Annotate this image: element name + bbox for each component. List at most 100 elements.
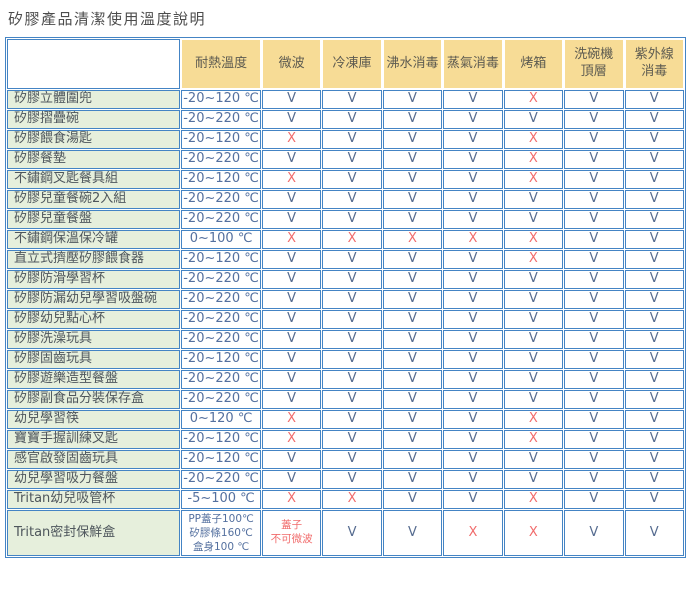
allowed-mark-cell: V [261,290,322,309]
allowed-mark-cell: V [624,350,684,369]
allowed-mark-cell: V [322,430,382,449]
not-allowed-mark-cell: X [261,230,322,249]
allowed-mark-cell: V [624,210,684,229]
table-row: 感官啟發固齒玩具 -20~120 ℃ V V V V V V V [7,450,684,469]
allowed-mark-cell: V [624,450,684,469]
allowed-mark-cell: V [382,210,443,229]
table-row: 寶寶手握訓練叉匙 -20~120 ℃ X V V V X V V [7,430,684,449]
allowed-mark-cell: V [564,110,624,129]
allowed-mark-cell: V [503,390,564,409]
allowed-mark-cell: V [261,270,322,289]
heat-temperature-cell: -20~220 ℃ [181,310,261,329]
allowed-mark-cell: V [322,270,382,289]
allowed-mark-cell: V [564,330,624,349]
product-name-cell: 矽膠餐墊 [7,150,181,169]
not-allowed-mark-cell: X [322,230,382,249]
table-row: 矽膠洗澡玩具 -20~220 ℃ V V V V V V V [7,330,684,349]
allowed-mark-cell: V [382,350,443,369]
allowed-mark-cell: V [443,390,503,409]
allowed-mark-cell: V [564,210,624,229]
allowed-mark-cell: V [382,450,443,469]
allowed-mark-cell: V [624,430,684,449]
allowed-mark-cell: V [564,290,624,309]
not-allowed-mark-cell: X [261,430,322,449]
allowed-mark-cell: V [382,470,443,489]
allowed-mark-cell: V [382,370,443,389]
allowed-mark-cell: V [624,290,684,309]
allowed-mark-cell: V [443,450,503,469]
allowed-mark-cell: V [503,290,564,309]
allowed-mark-cell: V [261,370,322,389]
allowed-mark-cell: V [564,130,624,149]
allowed-mark-cell: V [503,270,564,289]
allowed-mark-cell: V [261,190,322,209]
heat-temperature-cell: -5~100 ℃ [181,490,261,509]
table-row: 直立式擠壓矽膠餵食器 -20~120 ℃ V V V V X V V [7,250,684,269]
allowed-mark-cell: V [443,430,503,449]
allowed-mark-cell: V [503,110,564,129]
allowed-mark-cell: V [624,190,684,209]
product-name-cell: 不鏽鋼保溫保冷罐 [7,230,181,249]
allowed-mark-cell: V [382,130,443,149]
note-cell: 蓋子 不可微波 [261,510,322,556]
not-allowed-mark-cell: X [503,510,564,556]
allowed-mark-cell: V [322,250,382,269]
column-header: 沸水消毒 [382,39,443,89]
allowed-mark-cell: V [382,410,443,429]
table-row: 幼兒學習吸力餐盤 -20~220 ℃ V V V V V V V [7,470,684,489]
allowed-mark-cell: V [624,330,684,349]
table-row: 矽膠幼兒點心杯 -20~220 ℃ V V V V V V V [7,310,684,329]
allowed-mark-cell: V [443,490,503,509]
allowed-mark-cell: V [443,310,503,329]
not-allowed-mark-cell: X [261,490,322,509]
allowed-mark-cell: V [261,350,322,369]
allowed-mark-cell: V [624,130,684,149]
heat-temperature-cell: -20~120 ℃ [181,130,261,149]
allowed-mark-cell: V [503,350,564,369]
heat-temperature-cell: -20~220 ℃ [181,290,261,309]
allowed-mark-cell: V [624,230,684,249]
allowed-mark-cell: V [382,490,443,509]
column-header: 冷凍庫 [322,39,382,89]
allowed-mark-cell: V [382,90,443,109]
not-allowed-mark-cell: X [503,150,564,169]
not-allowed-mark-cell: X [503,170,564,189]
allowed-mark-cell: V [443,350,503,369]
allowed-mark-cell: V [382,170,443,189]
allowed-mark-cell: V [564,190,624,209]
table-row: 不鏽鋼保溫保冷罐 0~100 ℃ X X X X X V V [7,230,684,249]
allowed-mark-cell: V [322,410,382,429]
allowed-mark-cell: V [443,470,503,489]
allowed-mark-cell: V [564,470,624,489]
allowed-mark-cell: V [443,330,503,349]
allowed-mark-cell: V [624,170,684,189]
allowed-mark-cell: V [624,150,684,169]
heat-temperature-cell: -20~220 ℃ [181,470,261,489]
product-name-cell: 不鏽鋼叉匙餐具組 [7,170,181,189]
allowed-mark-cell: V [261,210,322,229]
product-name-cell: 矽膠固齒玩具 [7,350,181,369]
heat-temperature-cell: PP蓋子100℃ 矽膠條160℃ 盒身100 ℃ [181,510,261,556]
allowed-mark-cell: V [564,450,624,469]
table-row: Tritan幼兒吸管杯 -5~100 ℃ X X V V X V V [7,490,684,509]
product-name-cell: 矽膠摺疊碗 [7,110,181,129]
allowed-mark-cell: V [322,310,382,329]
allowed-mark-cell: V [322,390,382,409]
product-name-cell: 矽膠防滑學習杯 [7,270,181,289]
allowed-mark-cell: V [261,110,322,129]
allowed-mark-cell: V [564,230,624,249]
allowed-mark-cell: V [382,310,443,329]
not-allowed-mark-cell: X [443,510,503,556]
allowed-mark-cell: V [503,190,564,209]
allowed-mark-cell: V [564,90,624,109]
allowed-mark-cell: V [503,470,564,489]
allowed-mark-cell: V [624,270,684,289]
not-allowed-mark-cell: X [503,230,564,249]
allowed-mark-cell: V [382,110,443,129]
allowed-mark-cell: V [382,390,443,409]
allowed-mark-cell: V [261,470,322,489]
heat-temperature-cell: -20~220 ℃ [181,110,261,129]
not-allowed-mark-cell: X [261,130,322,149]
table-row: 矽膠立體圍兜 -20~120 ℃ V V V V X V V [7,90,684,109]
heat-temperature-cell: -20~120 ℃ [181,350,261,369]
